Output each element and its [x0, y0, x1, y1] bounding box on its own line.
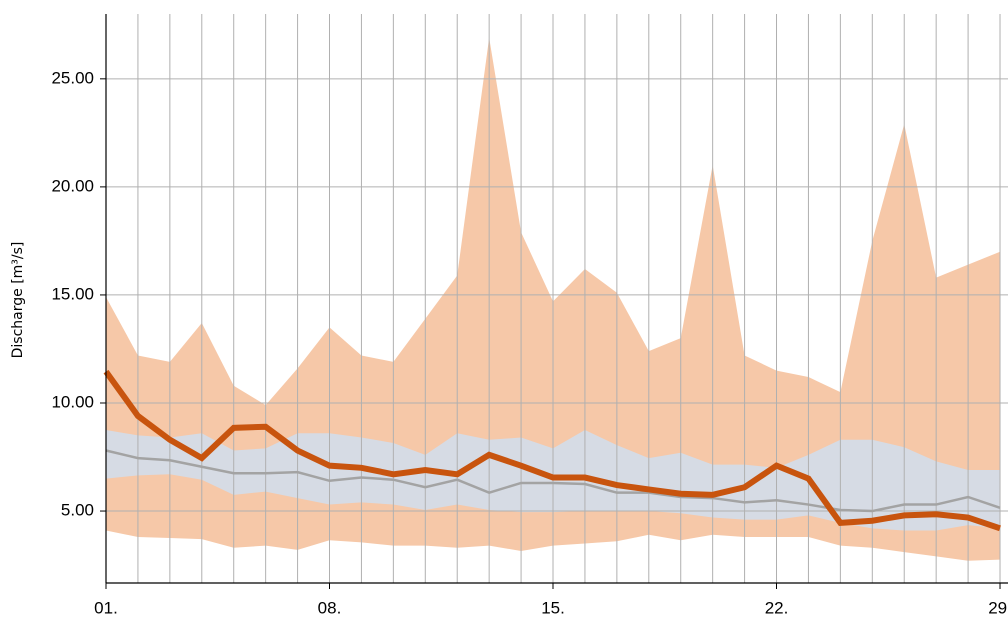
x-tick-label: 08. [318, 598, 342, 617]
y-axis-label: Discharge [m³/s] [10, 242, 26, 359]
y-tick-label: 10.00 [51, 392, 94, 411]
line [103, 369, 1001, 532]
x-tick-label: 22. [765, 598, 789, 617]
x-tick-label: 29. [988, 598, 1008, 617]
y-tick-label: 25.00 [51, 68, 94, 87]
line [105, 449, 1001, 513]
y-tick-label: 5.00 [61, 501, 94, 520]
y-tick-label: 20.00 [51, 176, 94, 195]
y-tick-label: 15.00 [51, 284, 94, 303]
x-tick-label: 15. [541, 598, 565, 617]
x-tick-label: 01. [94, 598, 118, 617]
